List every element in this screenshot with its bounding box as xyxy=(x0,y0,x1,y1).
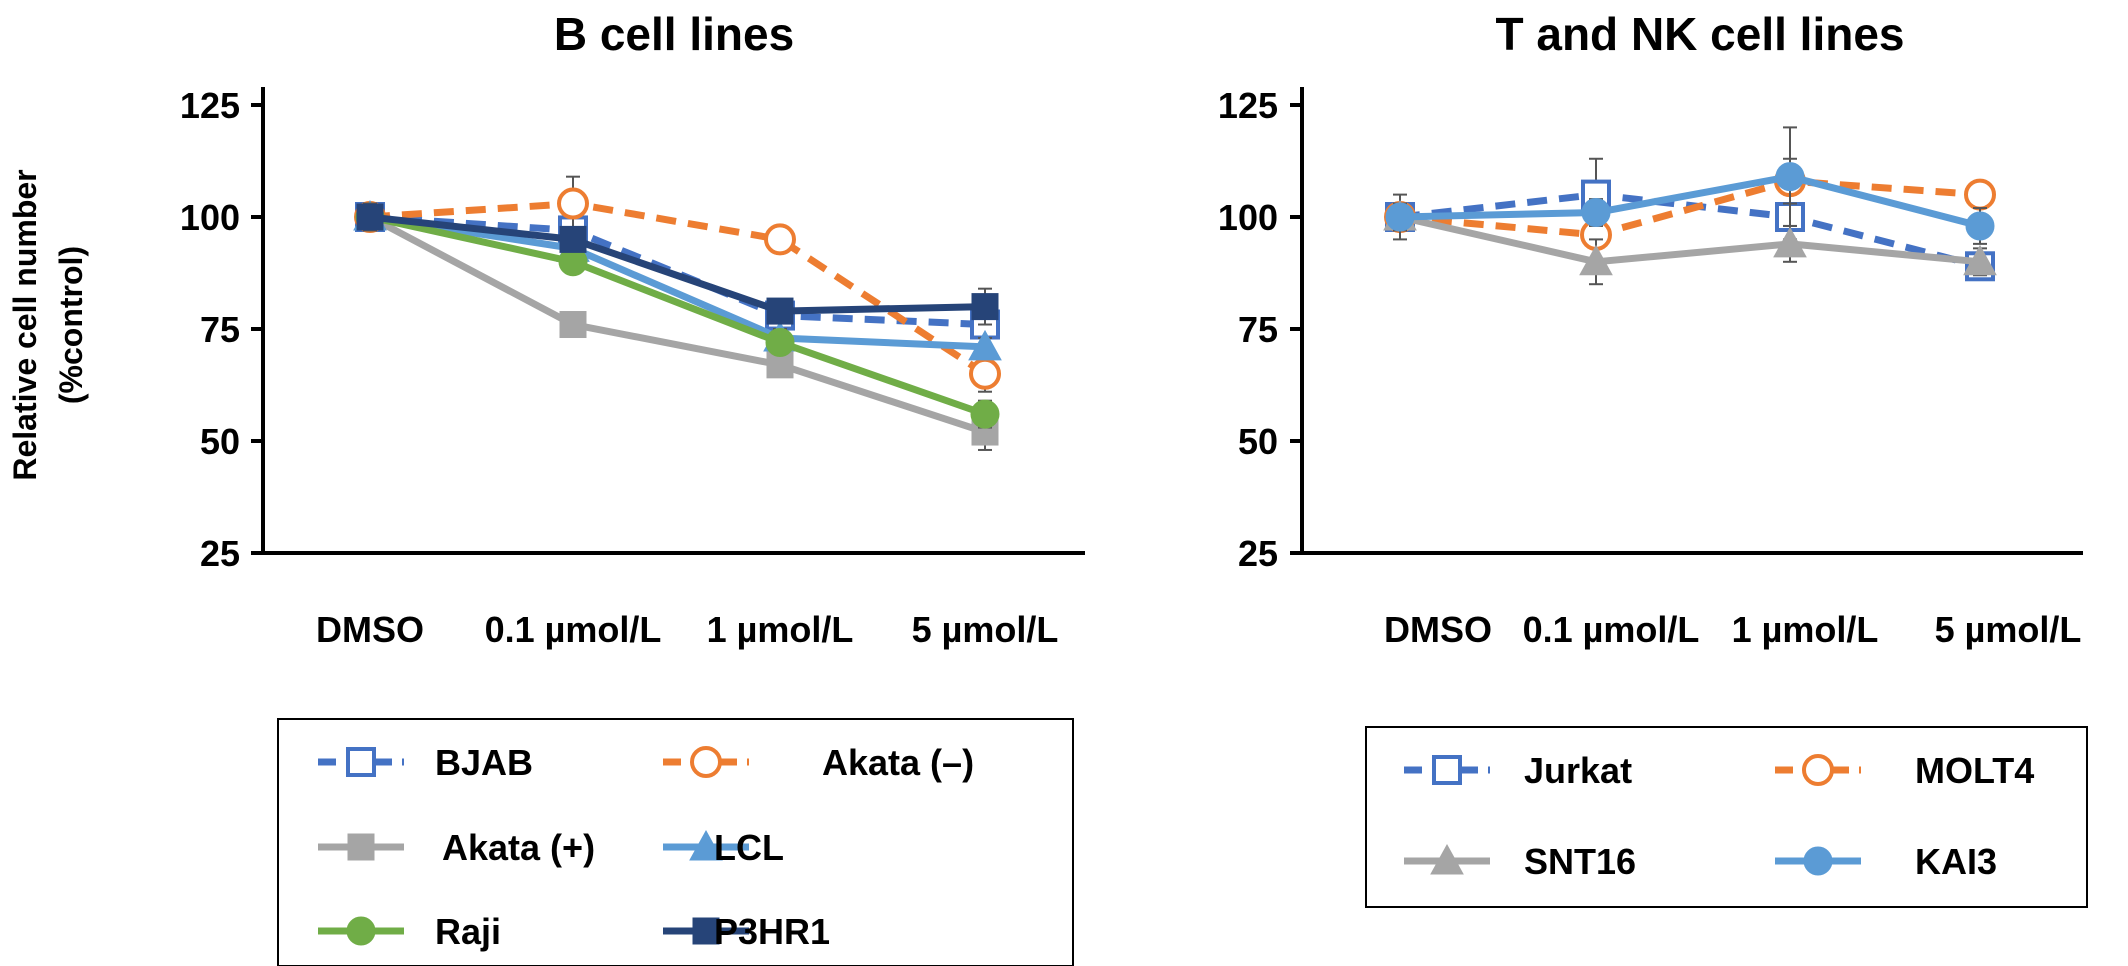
legend-label: Akata (–) xyxy=(822,742,974,783)
series-line xyxy=(1399,177,1981,239)
legend-marker xyxy=(1803,846,1833,876)
x-category-label: 1 µmol/L xyxy=(1732,609,1879,650)
x-category-label: 0.1 µmol/L xyxy=(485,609,662,650)
legend-item-akata: Akata (–) xyxy=(663,742,974,783)
legend-label: LCL xyxy=(714,827,784,868)
series-p3hr1 xyxy=(356,202,999,326)
data-point xyxy=(559,311,587,339)
y-tick-label: 50 xyxy=(200,421,240,462)
series-line xyxy=(1399,213,1981,266)
shared-y-axis-label: Relative cell number (%control) xyxy=(7,169,89,480)
legend-item-jurkat: Jurkat xyxy=(1404,750,1632,791)
data-point xyxy=(1965,211,1995,241)
chart-title: B cell lines xyxy=(554,8,794,60)
y-tick-label: 125 xyxy=(180,85,240,126)
chart-title: T and NK cell lines xyxy=(1496,8,1905,60)
series-line xyxy=(369,213,987,418)
y-tick-label: 100 xyxy=(180,197,240,238)
t-nk-cell-lines-chart: T and NK cell lines 25 50 75 100 125 DMSO 0.1 µ… xyxy=(1218,8,2088,908)
series-jurkat xyxy=(1385,157,1995,282)
data-point xyxy=(765,327,795,357)
y-axis-label-line2: (%control) xyxy=(53,246,89,404)
series-line xyxy=(1399,173,1981,230)
series-line xyxy=(368,213,987,436)
data-point xyxy=(1773,226,1807,258)
legend-marker xyxy=(692,917,720,945)
y-axis-label-line1: Relative cell number xyxy=(7,169,43,480)
legend-marker xyxy=(347,833,375,861)
legend-item-bjab: BJAB xyxy=(318,742,533,783)
data-point xyxy=(1775,162,1805,192)
series-akata xyxy=(354,175,1001,393)
legend-label: Akata (+) xyxy=(442,827,595,868)
data-point xyxy=(559,225,587,253)
legend-label: P3HR1 xyxy=(714,911,830,952)
b-cell-lines-chart: B cell lines 25 50 75 100 125 DMSO 0.1 µmol/L 1 … xyxy=(180,8,1085,966)
legend-label: Raji xyxy=(435,911,501,952)
legend-item-akata: Akata (+) xyxy=(318,827,595,868)
series-kai3 xyxy=(1385,126,1995,245)
data-point xyxy=(766,297,794,325)
series-akata xyxy=(356,203,999,451)
legend-marker xyxy=(690,746,722,778)
y-tick-label: 25 xyxy=(200,533,240,574)
data-point xyxy=(557,187,589,220)
legend-item-raji: Raji xyxy=(318,911,501,952)
legend-item-p3hr1: P3HR1 xyxy=(663,911,830,952)
legend-box xyxy=(1365,726,2088,908)
y-tick-label: 25 xyxy=(1238,533,1278,574)
legend: BJAB Akata (–) Akata (+) LCL Raji P3HR1 xyxy=(277,718,1074,966)
y-tick-label: 50 xyxy=(1238,421,1278,462)
y-tick-label: 125 xyxy=(1218,85,1278,126)
legend-label: KAI3 xyxy=(1915,841,1997,882)
legend-marker xyxy=(1432,755,1462,785)
series-line xyxy=(369,200,987,377)
y-tick-label: 100 xyxy=(1218,197,1278,238)
data-point xyxy=(968,329,1002,361)
x-category-label: 0.1 µmol/L xyxy=(1523,609,1700,650)
x-category-label: DMSO xyxy=(1384,609,1492,650)
legend-marker xyxy=(1430,843,1464,875)
x-category-label: 5 µmol/L xyxy=(1935,609,2082,650)
data-point xyxy=(969,357,1001,390)
legend-label: SNT16 xyxy=(1524,841,1636,882)
data-point xyxy=(1385,202,1415,232)
y-tick-label: 75 xyxy=(200,309,240,350)
legend-item-lcl: LCL xyxy=(663,827,784,868)
legend-marker xyxy=(346,747,376,777)
legend-label: Jurkat xyxy=(1524,750,1632,791)
legend-item-molt4: MOLT4 xyxy=(1775,750,2034,791)
legend-marker xyxy=(689,829,723,861)
data-point xyxy=(1963,244,1997,276)
legend-marker xyxy=(346,916,376,946)
data-point xyxy=(1579,244,1613,276)
series-line xyxy=(369,213,986,315)
series-line xyxy=(369,213,986,329)
y-tick-label: 75 xyxy=(1238,309,1278,350)
x-category-label: 1 µmol/L xyxy=(707,609,854,650)
legend-item-snt16: SNT16 xyxy=(1404,841,1636,882)
legend-label: MOLT4 xyxy=(1915,750,2034,791)
data-point xyxy=(971,293,999,321)
legend-label: BJAB xyxy=(435,742,533,783)
x-category-label: 5 µmol/L xyxy=(912,609,1059,650)
data-point xyxy=(764,223,796,256)
data-point xyxy=(1581,198,1611,228)
data-point xyxy=(356,203,384,231)
legend-marker xyxy=(1802,754,1834,786)
x-category-label: DMSO xyxy=(316,609,424,650)
legend: Jurkat MOLT4 SNT16 KAI3 xyxy=(1365,726,2088,908)
series-line xyxy=(369,213,986,351)
data-point xyxy=(970,399,1000,429)
data-point xyxy=(1964,178,1996,211)
legend-item-kai3: KAI3 xyxy=(1775,841,1997,882)
